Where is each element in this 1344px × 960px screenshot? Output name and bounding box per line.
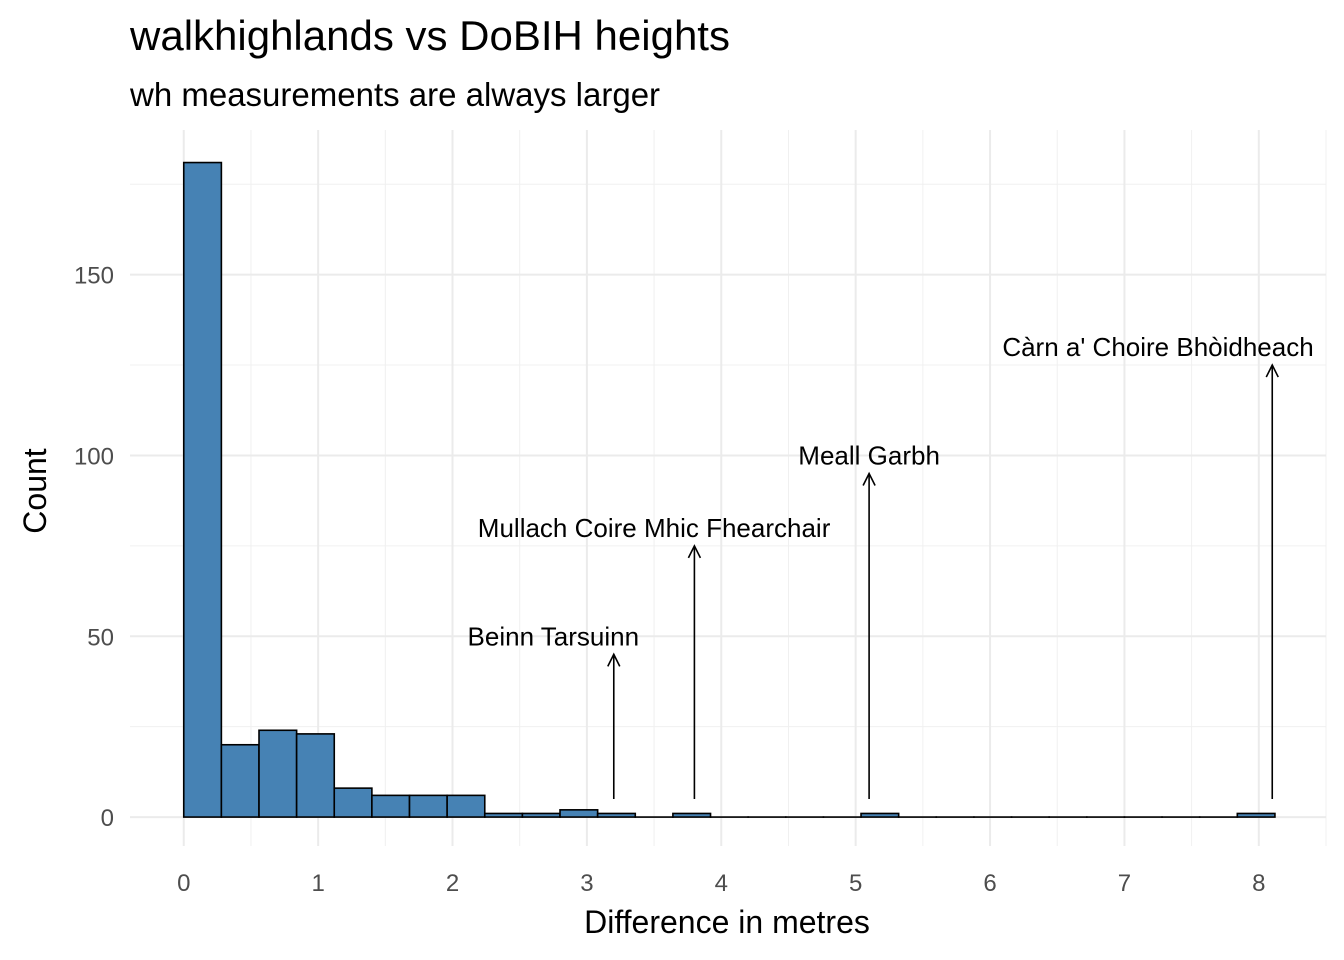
y-tick-label: 100 xyxy=(74,443,114,470)
annotation-arrowhead xyxy=(1265,363,1279,378)
histogram-bar xyxy=(483,812,524,818)
annotation-arrowhead xyxy=(607,652,621,667)
histogram-bar xyxy=(333,787,373,818)
annotation-label: Càrn a' Choire Bhòidheach xyxy=(1002,332,1313,362)
x-tick-label: 7 xyxy=(1118,870,1131,897)
histogram-bar xyxy=(1236,812,1276,818)
histogram-bar xyxy=(446,794,486,818)
y-tick-label: 0 xyxy=(101,805,114,832)
x-tick-label: 4 xyxy=(715,870,728,897)
histogram-bar xyxy=(672,812,712,818)
x-axis-ticks: 0 1 2 3 4 5 6 7 8 xyxy=(177,870,1265,897)
histogram-bar xyxy=(220,743,260,818)
y-axis-title: Count xyxy=(17,448,53,534)
x-tick-label: 5 xyxy=(849,870,862,897)
annotation-arrowhead xyxy=(862,471,876,486)
histogram-bar xyxy=(860,812,900,818)
histogram-bars xyxy=(182,161,1276,818)
histogram-bar xyxy=(258,729,298,818)
histogram-bar xyxy=(182,161,223,818)
minor-gridlines xyxy=(130,130,1327,846)
annotation-arrowhead xyxy=(687,544,702,559)
histogram-bar xyxy=(596,812,637,818)
histogram-bar xyxy=(408,794,448,818)
annotations: Beinn Tarsuinn Mullach Coire Mhic Fhearch… xyxy=(468,332,1314,799)
x-tick-label: 1 xyxy=(311,870,324,897)
annotation-label: Mullach Coire Mhic Fhearchair xyxy=(478,513,831,543)
x-tick-label: 6 xyxy=(983,870,996,897)
histogram-bar xyxy=(559,809,599,818)
x-tick-label: 2 xyxy=(446,870,459,897)
histogram-bar xyxy=(295,733,336,818)
x-tick-label: 0 xyxy=(177,870,190,897)
chart-subtitle: wh measurements are always larger xyxy=(130,76,661,113)
y-tick-label: 150 xyxy=(74,263,114,290)
histogram-bar xyxy=(521,812,561,818)
x-tick-label: 3 xyxy=(580,870,593,897)
annotation-label: Meall Garbh xyxy=(798,440,940,470)
histogram-bar xyxy=(371,794,411,818)
chart-title: walkhighlands vs DoBIH heights xyxy=(130,12,730,59)
x-tick-label: 8 xyxy=(1252,870,1265,897)
y-tick-label: 50 xyxy=(87,624,114,651)
annotation-label: Beinn Tarsuinn xyxy=(468,621,640,651)
y-axis-ticks: 0 50 100 150 xyxy=(74,263,114,832)
x-axis-title: Difference in metres xyxy=(584,904,870,940)
